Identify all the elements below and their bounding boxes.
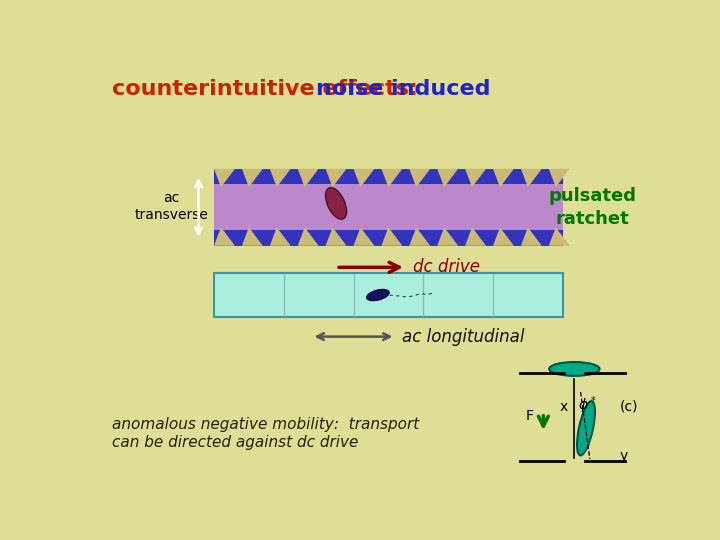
Polygon shape: [270, 227, 291, 246]
Text: noise induced: noise induced: [316, 79, 491, 99]
Text: ac longitudinal: ac longitudinal: [402, 328, 525, 346]
Polygon shape: [297, 168, 319, 187]
Text: pulsated: pulsated: [548, 187, 636, 205]
Polygon shape: [325, 227, 346, 246]
Bar: [214, 168, 563, 186]
Polygon shape: [521, 168, 542, 187]
Polygon shape: [465, 168, 486, 187]
Ellipse shape: [577, 401, 595, 455]
Polygon shape: [382, 227, 402, 246]
Polygon shape: [465, 227, 486, 246]
Polygon shape: [493, 227, 514, 246]
Text: transverse: transverse: [135, 208, 208, 222]
Polygon shape: [325, 168, 346, 187]
Polygon shape: [382, 168, 402, 187]
Polygon shape: [270, 168, 291, 187]
Polygon shape: [242, 168, 263, 187]
Polygon shape: [354, 168, 374, 187]
Text: y: y: [619, 449, 628, 463]
Text: ac: ac: [163, 191, 179, 205]
Text: F: F: [526, 409, 534, 423]
Polygon shape: [493, 168, 514, 187]
Text: (c): (c): [619, 400, 638, 414]
Polygon shape: [409, 168, 431, 187]
Polygon shape: [214, 168, 235, 187]
Polygon shape: [437, 227, 458, 246]
Polygon shape: [521, 227, 542, 246]
Polygon shape: [437, 168, 458, 187]
Text: anomalous negative mobility:  transport
can be directed against dc drive: anomalous negative mobility: transport c…: [112, 417, 419, 450]
Text: dc drive: dc drive: [413, 258, 480, 276]
Polygon shape: [242, 227, 263, 246]
Polygon shape: [409, 227, 431, 246]
Bar: [214, 184, 563, 231]
Polygon shape: [297, 227, 319, 246]
Bar: [214, 273, 563, 318]
Polygon shape: [549, 168, 570, 187]
Text: ratchet: ratchet: [555, 210, 629, 228]
Text: x: x: [560, 400, 568, 414]
Ellipse shape: [366, 289, 390, 301]
Text: $\phi^*$: $\phi^*$: [578, 394, 597, 416]
Bar: [214, 229, 563, 246]
Ellipse shape: [325, 187, 346, 219]
Polygon shape: [549, 227, 570, 246]
Polygon shape: [214, 227, 235, 246]
Ellipse shape: [549, 362, 600, 376]
Text: counterintuitive effects:: counterintuitive effects:: [112, 79, 426, 99]
Polygon shape: [354, 227, 374, 246]
